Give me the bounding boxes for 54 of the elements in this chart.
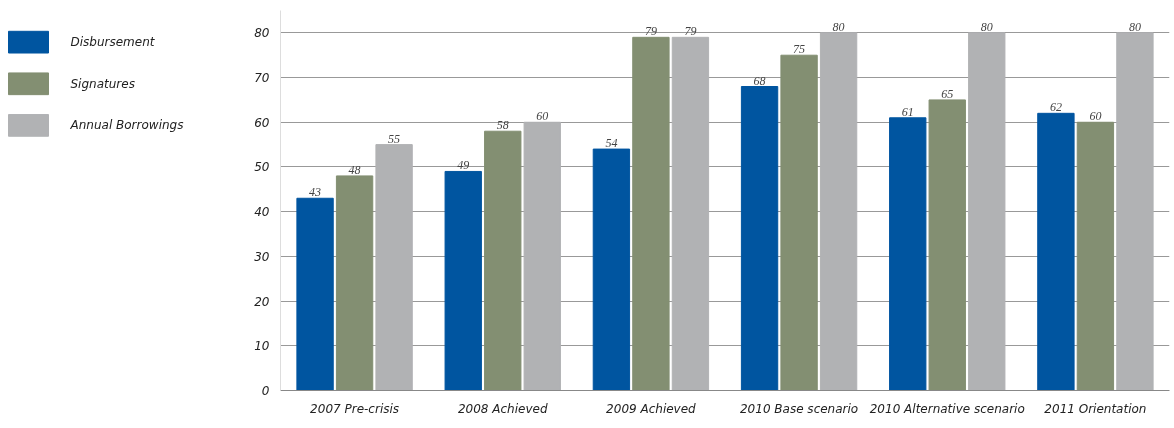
- x-tick-label: 2010 Base scenario: [739, 401, 859, 416]
- bar: [780, 54, 818, 391]
- data-label: 80: [1128, 19, 1141, 34]
- data-label: 48: [348, 162, 361, 177]
- y-tick-label: 70: [254, 71, 270, 86]
- data-label: 60: [1089, 109, 1102, 124]
- data-label: 68: [753, 73, 766, 88]
- bar: [889, 117, 927, 391]
- bar: [740, 86, 779, 391]
- data-label: 80: [980, 19, 993, 34]
- bar: [335, 175, 374, 391]
- y-tick-label: 20: [254, 294, 270, 309]
- bar: [1116, 32, 1154, 391]
- bar: [375, 144, 413, 391]
- data-label: 80: [832, 19, 845, 34]
- bar: [296, 197, 334, 391]
- data-label: 79: [684, 24, 697, 39]
- bar: [592, 148, 631, 391]
- y-tick-label: 0: [261, 384, 270, 398]
- data-label: 60: [536, 109, 549, 124]
- data-label: 61: [901, 104, 914, 119]
- bar: [1076, 121, 1115, 391]
- data-label: 79: [644, 24, 657, 39]
- data-label: 58: [496, 118, 509, 133]
- bar: [632, 36, 670, 391]
- x-tick-label: 2009 Achieved: [606, 401, 697, 416]
- x-tick-label: 2010 Alternative scenario: [869, 401, 1025, 416]
- data-label: 65: [941, 86, 954, 101]
- y-tick-label: 80: [254, 26, 270, 41]
- y-tick-label: 30: [254, 249, 270, 264]
- x-tick-label: 2008 Achieved: [457, 401, 548, 416]
- bar: [1037, 112, 1075, 391]
- legend-label: Signatures: [70, 76, 135, 91]
- x-tick-label: 2007 Pre-crisis: [310, 401, 400, 416]
- y-tick-label: 10: [254, 339, 270, 354]
- y-tick-label: 50: [254, 160, 270, 175]
- y-tick-label: 60: [254, 115, 270, 130]
- bar: [484, 130, 522, 391]
- bar: [671, 36, 710, 391]
- bar: [968, 32, 1006, 391]
- data-label: 62: [1049, 100, 1062, 115]
- legend-label: Disbursement: [70, 35, 156, 50]
- data-label: 54: [605, 136, 618, 151]
- data-label: 49: [457, 158, 470, 173]
- data-label: 75: [793, 42, 806, 57]
- y-tick-label: 40: [254, 205, 270, 220]
- data-label: 43: [309, 185, 322, 200]
- bar: [928, 99, 966, 391]
- bar: [444, 170, 482, 391]
- bar: [819, 32, 858, 391]
- data-label: 55: [388, 131, 401, 146]
- legend-label: Annual Borrowings: [69, 118, 184, 133]
- bar: [523, 121, 561, 391]
- x-tick-label: 2011 Orientation: [1044, 401, 1147, 416]
